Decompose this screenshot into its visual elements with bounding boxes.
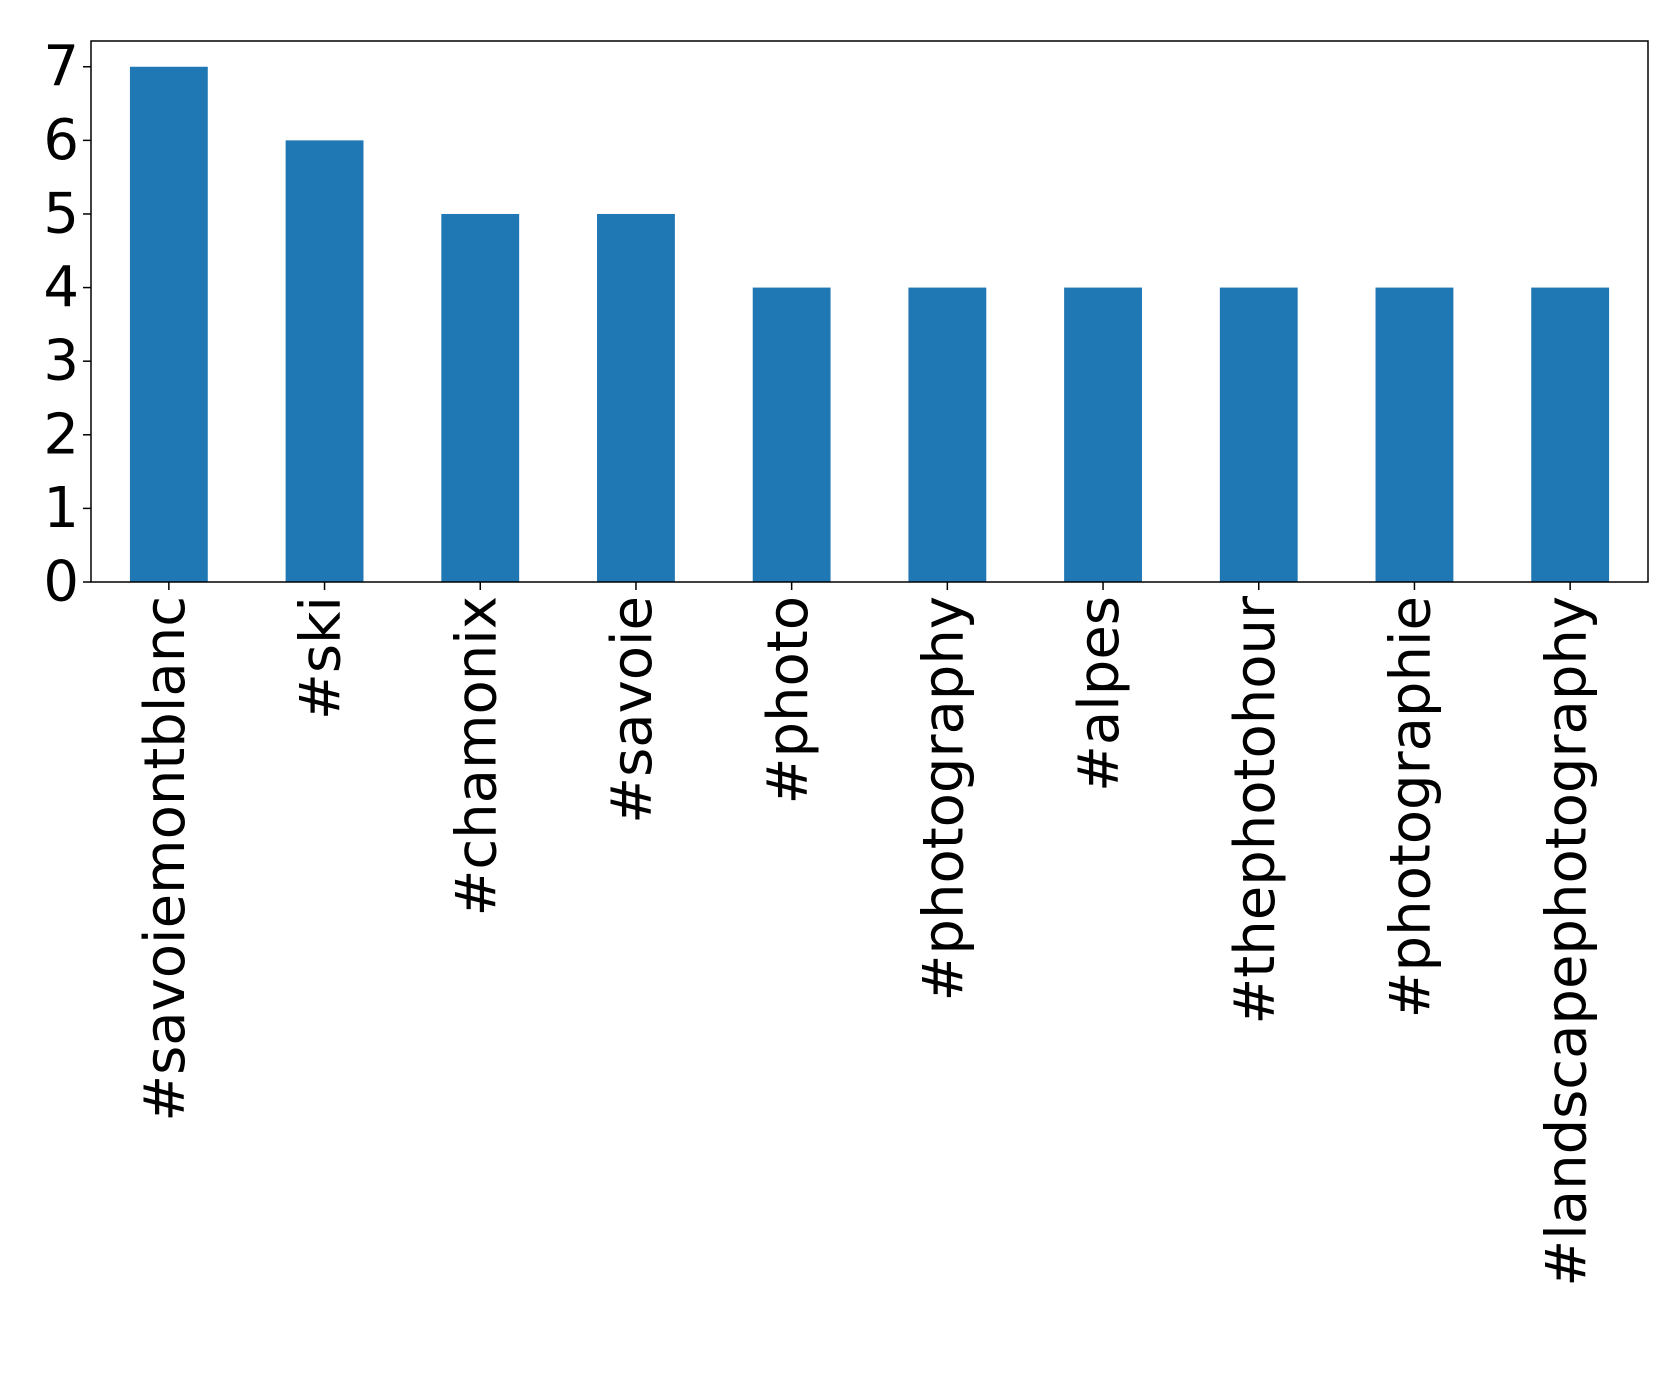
y-tick-label: 0 bbox=[43, 550, 79, 615]
x-tick-label: #photo bbox=[756, 596, 821, 804]
bar bbox=[441, 213, 520, 583]
bar bbox=[1064, 287, 1142, 582]
plot-frame bbox=[90, 40, 1649, 583]
x-tick-label: #landscapephotography bbox=[1534, 596, 1599, 1287]
x-tick-label: #chamonix bbox=[444, 596, 509, 917]
bar bbox=[908, 287, 987, 582]
y-tick-label: 3 bbox=[43, 329, 79, 394]
bar bbox=[1219, 287, 1298, 582]
x-tick-label: #thephotohour bbox=[1223, 595, 1288, 1025]
bar bbox=[129, 66, 208, 582]
x-tick-label: #alpes bbox=[1067, 596, 1132, 792]
x-tick-label: #savoiemontblanc bbox=[133, 596, 198, 1122]
y-tick-label: 7 bbox=[43, 34, 79, 99]
y-tick-label: 6 bbox=[43, 108, 79, 173]
y-tick-label: 4 bbox=[43, 255, 79, 320]
bar bbox=[285, 140, 364, 582]
x-tick-label: #photography bbox=[911, 596, 976, 1002]
bar bbox=[752, 287, 831, 582]
bar bbox=[597, 213, 675, 583]
x-tick-label: #savoie bbox=[600, 596, 665, 824]
x-tick-label: #ski bbox=[289, 596, 354, 720]
y-tick-label: 5 bbox=[43, 181, 79, 246]
bar bbox=[1531, 287, 1610, 582]
bar bbox=[1375, 287, 1454, 582]
x-tick-label: #photographie bbox=[1379, 596, 1444, 1018]
y-tick-label: 1 bbox=[43, 476, 79, 541]
y-tick-label: 2 bbox=[43, 402, 79, 467]
